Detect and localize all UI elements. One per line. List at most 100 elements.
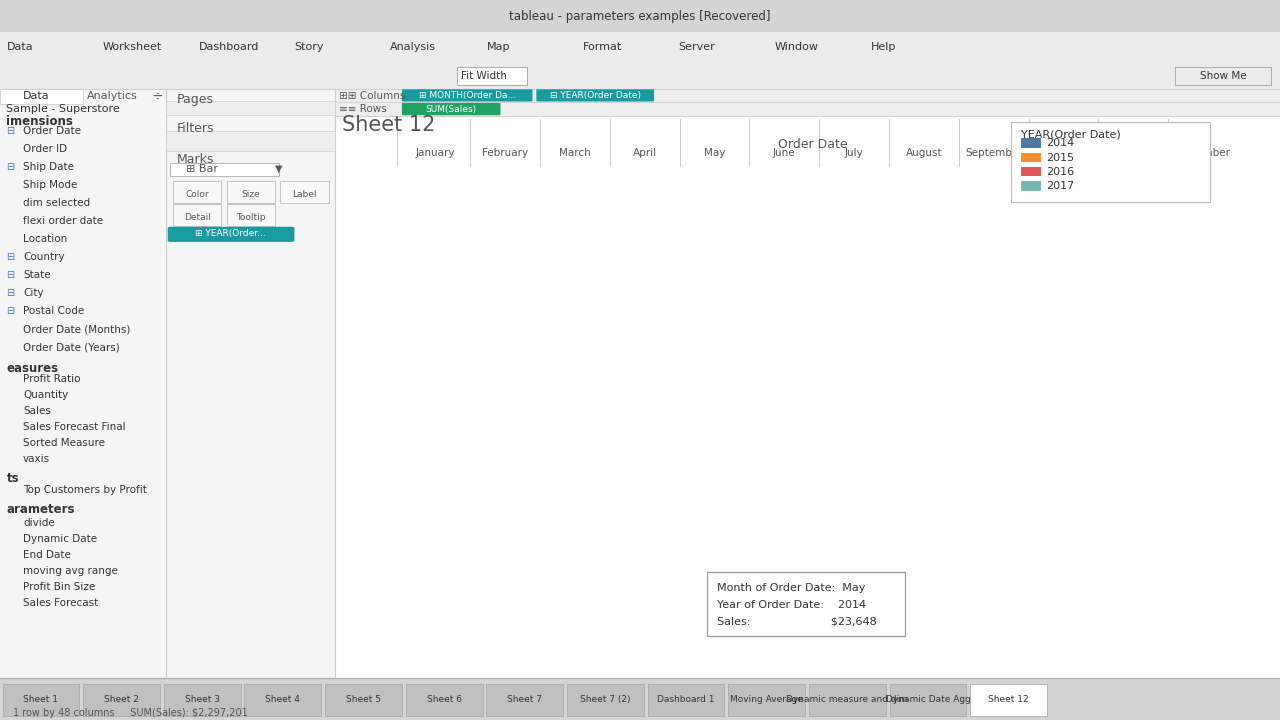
Text: 2017: 2017 [1046, 181, 1074, 192]
Text: Help: Help [870, 42, 896, 52]
Bar [758, 519, 771, 634]
Text: Dynamic measure and dim: Dynamic measure and dim [786, 696, 909, 704]
Text: ⊟: ⊟ [6, 252, 14, 262]
Text: August: August [906, 148, 942, 158]
Text: flexi order date: flexi order date [23, 216, 104, 226]
Text: Sheet 12: Sheet 12 [342, 115, 435, 135]
Bar [435, 573, 449, 634]
Text: Year of Order Date:    2014: Year of Order Date: 2014 [717, 600, 867, 610]
Bar [910, 513, 924, 634]
Bar [1007, 346, 1020, 634]
Bar [687, 557, 700, 634]
Text: easures: easures [6, 362, 59, 375]
Text: Marks: Marks [177, 153, 214, 166]
Bar [841, 539, 854, 634]
Text: 2015: 2015 [1046, 153, 1074, 163]
Bar [799, 464, 812, 634]
Text: ⊟ YEAR(Order Date): ⊟ YEAR(Order Date) [549, 91, 641, 100]
Bar [868, 483, 881, 634]
Bar [645, 506, 658, 634]
Bar [1037, 536, 1050, 634]
Text: Sheet 12: Sheet 12 [988, 696, 1029, 704]
Text: Order Date (Months): Order Date (Months) [23, 324, 131, 334]
Text: February: February [483, 148, 529, 158]
Text: April: April [632, 148, 657, 158]
Bar [506, 559, 518, 634]
Bar [1189, 483, 1203, 634]
Bar [701, 536, 714, 634]
Text: YEAR(Order Date): YEAR(Order Date) [1021, 130, 1121, 140]
Text: July: July [845, 148, 864, 158]
Text: Dynamic Date: Dynamic Date [23, 534, 97, 544]
Text: Quantity: Quantity [23, 390, 68, 400]
Bar [854, 503, 868, 634]
Text: ⊟: ⊟ [6, 126, 14, 136]
Bar [1203, 323, 1216, 634]
Text: November: November [1106, 148, 1161, 158]
Bar [1064, 532, 1076, 634]
Text: Sheet 1: Sheet 1 [23, 696, 59, 704]
Bar [728, 487, 741, 634]
Text: ⊞⊞ Columns: ⊞⊞ Columns [339, 91, 406, 101]
Text: City: City [23, 288, 44, 298]
Text: January: January [416, 148, 454, 158]
Bar [1120, 506, 1133, 634]
Text: Window: Window [774, 42, 818, 52]
Text: ⊞ Bar: ⊞ Bar [186, 164, 218, 174]
Bar [562, 506, 575, 634]
Text: ÷: ÷ [151, 89, 163, 104]
Text: Sales:                       $23,648: Sales: $23,648 [717, 616, 877, 626]
Text: Data: Data [6, 42, 33, 52]
Text: 2014: 2014 [1046, 138, 1074, 148]
Text: moving avg range: moving avg range [23, 566, 118, 576]
Text: Postal Code: Postal Code [23, 306, 84, 316]
Bar [658, 513, 672, 634]
Text: vaxis: vaxis [23, 454, 50, 464]
Text: Tooltip: Tooltip [236, 213, 266, 222]
Text: Label: Label [292, 190, 317, 199]
Text: September: September [965, 148, 1023, 158]
Text: ⊟: ⊟ [6, 306, 14, 316]
Bar [617, 542, 631, 634]
Bar [966, 369, 980, 634]
Text: Size: Size [242, 190, 260, 199]
Text: Analysis: Analysis [390, 42, 436, 52]
Text: ⊞ MONTH(Order Da...: ⊞ MONTH(Order Da... [419, 91, 516, 100]
Bar [575, 464, 589, 634]
Text: Month of Order Date:  May: Month of Order Date: May [717, 583, 865, 593]
Bar [1176, 493, 1189, 634]
Text: Dashboard 1: Dashboard 1 [658, 696, 714, 704]
Text: Format: Format [582, 42, 622, 52]
Text: Data: Data [23, 91, 50, 102]
Text: Sheet 5: Sheet 5 [346, 696, 381, 704]
Text: Filters: Filters [177, 122, 214, 135]
Text: ≡≡ Rows: ≡≡ Rows [339, 104, 387, 114]
Text: tableau - parameters examples [Recovered]: tableau - parameters examples [Recovered… [509, 10, 771, 23]
Text: Ship Date: Ship Date [23, 162, 74, 172]
Text: ⊟: ⊟ [6, 270, 14, 280]
Text: Country: Country [23, 252, 65, 262]
Text: Sales Forecast Final: Sales Forecast Final [23, 422, 125, 432]
Y-axis label: Sales: Sales [323, 405, 335, 438]
Text: Pages: Pages [177, 93, 214, 106]
Bar [771, 552, 785, 634]
Text: Sheet 2: Sheet 2 [104, 696, 140, 704]
Text: Order Date: Order Date [778, 138, 847, 150]
Text: Show Me: Show Me [1201, 71, 1247, 81]
Text: End Date: End Date [23, 550, 70, 560]
Text: Detail: Detail [184, 213, 210, 222]
Text: Sorted Measure: Sorted Measure [23, 438, 105, 448]
Text: Ship Mode: Ship Mode [23, 180, 77, 190]
Text: Sheet 3: Sheet 3 [184, 696, 220, 704]
Text: Location: Location [23, 234, 68, 244]
Text: Moving Average: Moving Average [731, 696, 803, 704]
Text: Sales: Sales [23, 406, 51, 416]
Text: Sheet 7: Sheet 7 [507, 696, 543, 704]
Bar [492, 595, 504, 634]
Text: Sample - Superstore: Sample - Superstore [6, 104, 120, 114]
Text: October: October [1043, 148, 1084, 158]
Text: 2016: 2016 [1046, 167, 1074, 177]
Text: ▼: ▼ [275, 164, 283, 174]
Bar [1217, 447, 1230, 634]
Bar [449, 490, 462, 634]
